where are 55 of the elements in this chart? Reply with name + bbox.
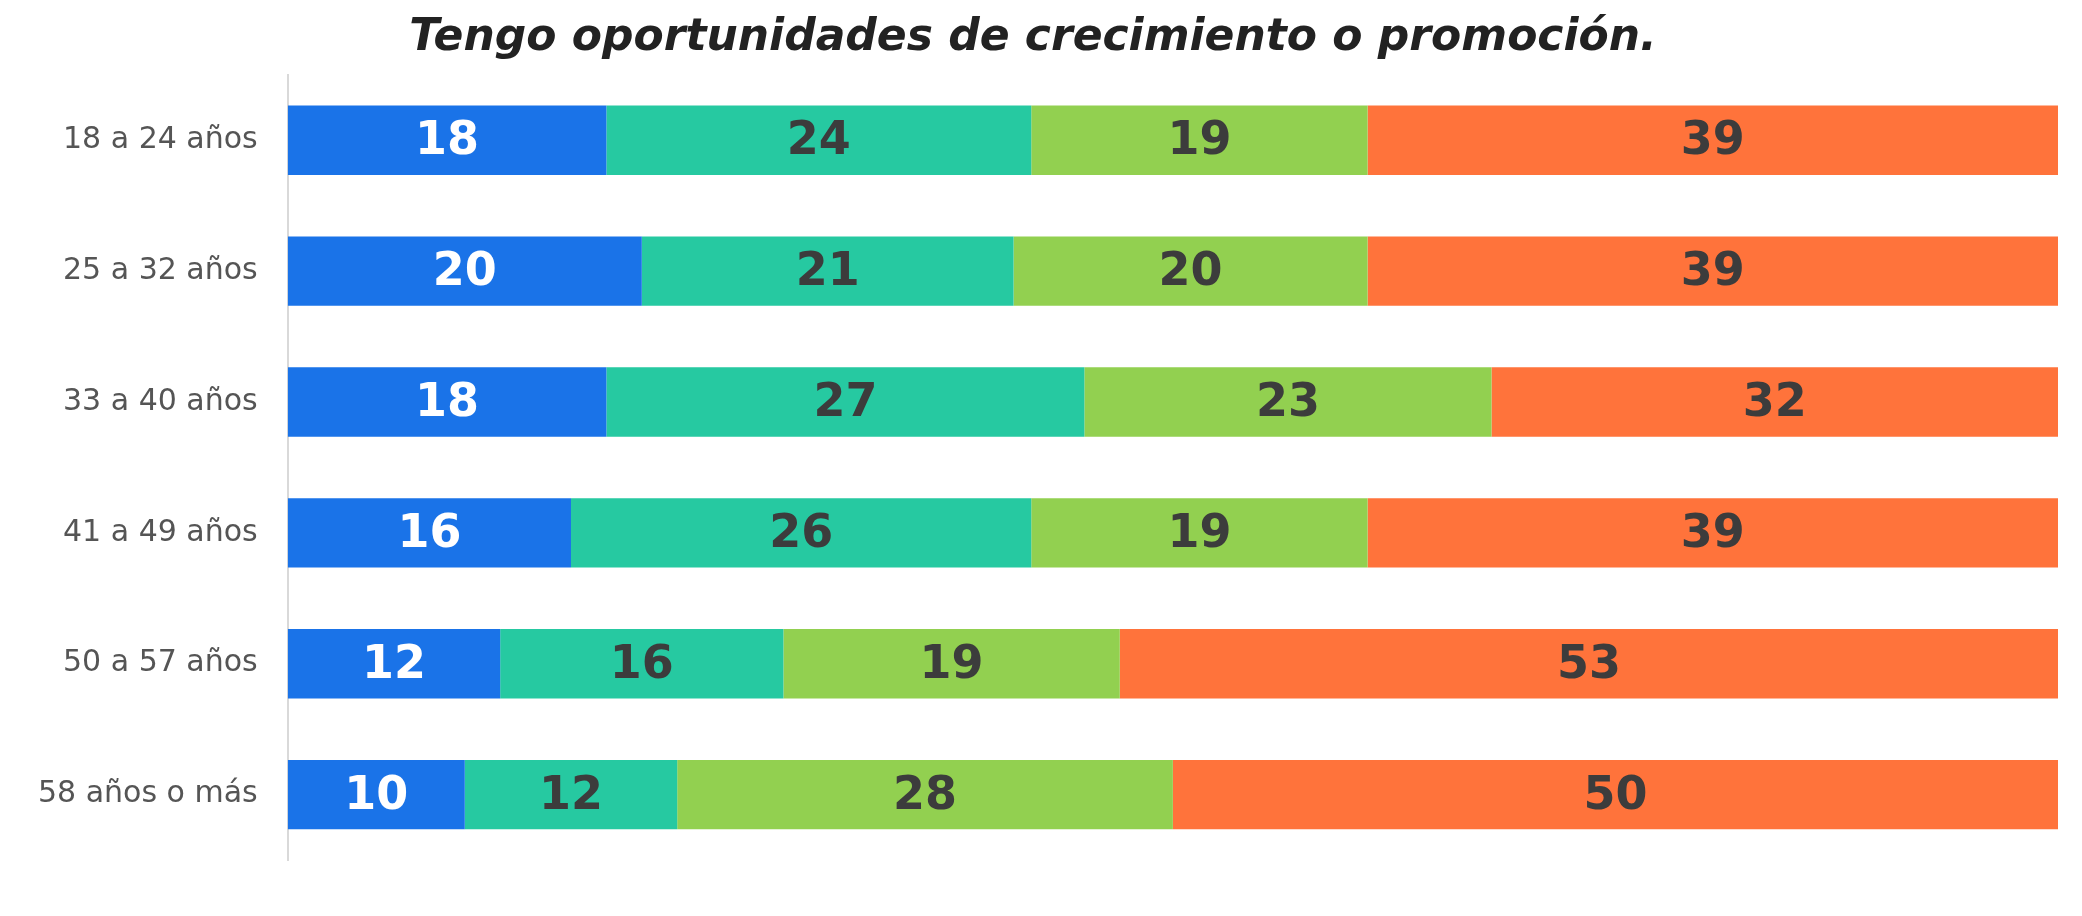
y-tick-label: 41 a 49 años	[63, 512, 258, 548]
bar	[464, 759, 678, 830]
data-label: 21	[795, 242, 860, 297]
bar	[571, 498, 1032, 568]
bar	[641, 236, 1014, 306]
bar	[1367, 236, 2058, 306]
data-label: 26	[769, 503, 834, 558]
bar	[1172, 759, 2058, 830]
data-label: 23	[1255, 372, 1320, 427]
bar	[677, 759, 1173, 830]
bar	[606, 105, 1032, 175]
bar	[287, 629, 501, 699]
y-tick-label: 25 a 32 años	[63, 250, 258, 286]
data-label: 50	[1583, 765, 1648, 820]
data-label: 32	[1742, 372, 1807, 427]
y-tick-label: 58 años o más	[37, 774, 258, 810]
bar	[1119, 629, 2058, 699]
bar	[1084, 367, 1492, 437]
data-label: 12	[361, 634, 426, 689]
data-label: 19	[919, 634, 984, 689]
data-label: 16	[397, 503, 462, 558]
bar	[1367, 105, 2058, 175]
data-label: 16	[609, 634, 674, 689]
bar	[1031, 498, 1368, 568]
bar	[287, 236, 642, 306]
bar	[1491, 367, 2058, 437]
bar	[500, 629, 784, 699]
data-label: 39	[1680, 503, 1745, 558]
data-label: 18	[415, 372, 480, 427]
bar	[783, 629, 1120, 699]
data-label: 10	[344, 765, 409, 820]
data-label: 24	[786, 111, 851, 166]
data-label: 18	[415, 111, 480, 166]
data-label: 12	[538, 765, 603, 820]
bar	[1367, 498, 2058, 568]
chart-title: Tengo oportunidades de crecimiento o promoción.	[409, 8, 1657, 60]
data-label: 19	[1167, 503, 1232, 558]
data-label: 28	[893, 765, 958, 820]
data-label: 27	[813, 372, 878, 427]
y-tick-label: 50 a 57 años	[63, 643, 258, 679]
data-label: 19	[1167, 111, 1232, 166]
data-label: 39	[1680, 242, 1745, 297]
y-tick-label: 33 a 40 años	[63, 381, 258, 417]
bar	[287, 759, 465, 830]
bar	[1013, 236, 1368, 306]
bar	[287, 367, 607, 437]
bar	[606, 367, 1085, 437]
bar	[287, 105, 607, 175]
data-label: 39	[1680, 111, 1745, 166]
data-label: 20	[432, 242, 497, 297]
y-tick-label: 18 a 24 años	[63, 120, 258, 156]
bar	[287, 498, 571, 568]
bar	[1031, 105, 1368, 175]
data-label: 53	[1556, 634, 1621, 689]
data-label: 20	[1158, 242, 1223, 297]
